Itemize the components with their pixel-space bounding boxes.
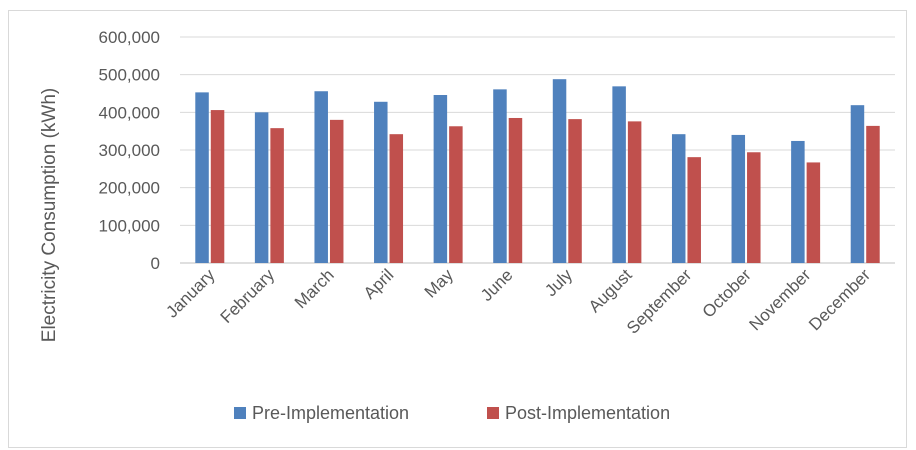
y-axis-ticks: 0 100,000 200,000 300,000 400,000 500,000 600,… xyxy=(99,28,160,273)
y-tick-label: 100,000 xyxy=(99,216,160,235)
x-tick-label: May xyxy=(421,265,457,301)
x-tick-label: September xyxy=(623,265,695,337)
x-tick-label: June xyxy=(477,265,517,305)
bar-pre-july xyxy=(552,79,567,263)
legend-label: Post-Implementation xyxy=(505,403,670,423)
bar-post-may xyxy=(449,126,463,264)
y-tick-label: 200,000 xyxy=(99,179,160,198)
bar-pre-january xyxy=(195,92,209,264)
gridlines xyxy=(180,36,895,264)
bar-post-november xyxy=(806,162,821,263)
legend: Pre-Implementation Post-Implementation xyxy=(234,403,670,423)
bar-pre-december xyxy=(850,105,865,263)
bar-post-march xyxy=(329,119,344,263)
x-tick-label: October xyxy=(699,265,755,321)
x-tick-label: July xyxy=(541,265,576,300)
x-tick-label: April xyxy=(360,265,397,302)
x-tick-label: December xyxy=(805,265,874,334)
y-tick-label: 0 xyxy=(151,254,160,273)
legend-label: Pre-Implementation xyxy=(252,403,409,423)
bar-pre-june xyxy=(493,89,507,264)
y-tick-label: 400,000 xyxy=(99,103,160,122)
legend-swatch xyxy=(487,407,499,419)
x-tick-label: February xyxy=(217,265,279,327)
bar-pre-march xyxy=(314,91,328,264)
bar-post-january xyxy=(210,110,225,263)
x-tick-label: August xyxy=(585,265,636,316)
legend-swatch xyxy=(234,407,246,419)
x-tick-label: January xyxy=(162,265,219,322)
x-tick-label: March xyxy=(291,265,338,312)
bars xyxy=(195,79,880,264)
bar-post-february xyxy=(270,128,284,263)
bar-post-june xyxy=(508,117,523,263)
bar-post-july xyxy=(568,119,582,263)
y-tick-label: 600,000 xyxy=(99,28,160,47)
bar-pre-may xyxy=(433,95,448,263)
bar-post-october xyxy=(747,152,761,263)
bar-post-april xyxy=(389,134,404,263)
bar-post-september xyxy=(687,157,701,263)
x-tick-label: November xyxy=(746,265,815,334)
bar-pre-april xyxy=(374,101,388,263)
bar-post-december xyxy=(866,125,880,263)
bar-pre-august xyxy=(612,86,626,264)
y-axis-label: Electricity Consumption (kWh) xyxy=(39,88,60,342)
y-tick-label: 300,000 xyxy=(99,141,160,160)
bar-pre-february xyxy=(254,112,269,263)
bar-post-august xyxy=(627,121,642,263)
bar-pre-october xyxy=(731,134,746,263)
bar-pre-november xyxy=(791,140,805,263)
y-tick-label: 500,000 xyxy=(99,66,160,85)
bar-pre-september xyxy=(671,134,686,263)
